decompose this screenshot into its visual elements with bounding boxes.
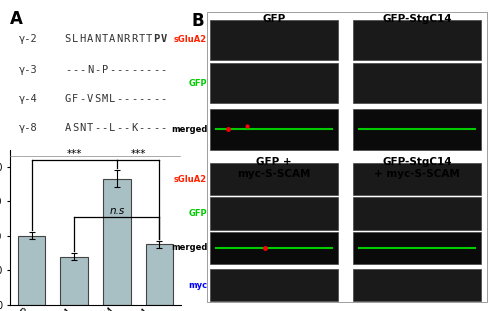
Text: H: H (80, 34, 86, 44)
Text: A: A (10, 10, 23, 28)
FancyBboxPatch shape (353, 269, 481, 301)
Text: -: - (153, 94, 160, 104)
Text: ***: *** (130, 149, 146, 160)
Text: L: L (109, 123, 115, 133)
Text: T: T (102, 34, 108, 44)
Text: -: - (102, 123, 108, 133)
FancyBboxPatch shape (210, 232, 338, 264)
Text: -: - (109, 65, 115, 75)
Text: -: - (160, 65, 166, 75)
Text: GFP +
myc-S-SCAM: GFP + myc-S-SCAM (238, 157, 310, 179)
Text: N: N (87, 65, 93, 75)
Text: A: A (109, 34, 115, 44)
FancyBboxPatch shape (353, 63, 481, 103)
Text: B: B (192, 12, 204, 30)
Text: -: - (131, 65, 137, 75)
Text: -: - (94, 65, 100, 75)
Text: -: - (153, 65, 160, 75)
FancyBboxPatch shape (210, 269, 338, 301)
Text: -: - (80, 65, 86, 75)
Text: -: - (124, 94, 130, 104)
Text: N: N (80, 123, 86, 133)
FancyBboxPatch shape (210, 63, 338, 103)
Bar (18, 236, 46, 305)
Text: A: A (64, 123, 71, 133)
Text: ***: *** (66, 149, 82, 160)
Text: -: - (160, 94, 166, 104)
Text: L: L (109, 94, 115, 104)
Text: N: N (94, 34, 100, 44)
Text: -: - (124, 123, 130, 133)
Text: n.s: n.s (109, 206, 124, 216)
Text: myc: myc (188, 281, 207, 290)
Text: γ-4: γ-4 (18, 94, 38, 104)
Text: -: - (116, 94, 122, 104)
Text: F: F (72, 94, 78, 104)
Text: GFP-StgC14: GFP-StgC14 (382, 14, 452, 24)
Text: M: M (102, 94, 108, 104)
Text: T: T (146, 34, 152, 44)
FancyBboxPatch shape (353, 109, 481, 150)
Text: -: - (146, 65, 152, 75)
FancyBboxPatch shape (353, 197, 481, 230)
Text: -: - (94, 123, 100, 133)
Text: -: - (124, 65, 130, 75)
Text: V: V (160, 34, 166, 44)
Bar (146, 244, 174, 305)
Text: γ-3: γ-3 (18, 65, 38, 75)
Text: L: L (72, 34, 78, 44)
Text: merged: merged (171, 125, 207, 134)
Text: sGluA2: sGluA2 (174, 174, 207, 183)
Text: -: - (146, 94, 152, 104)
Text: N: N (116, 34, 122, 44)
Text: -: - (146, 123, 152, 133)
Text: S: S (94, 94, 100, 104)
Text: GFP-StgC14
+ myc-S-SCAM: GFP-StgC14 + myc-S-SCAM (374, 157, 460, 179)
Text: R: R (131, 34, 137, 44)
Text: P: P (153, 34, 160, 44)
Text: -: - (138, 65, 144, 75)
FancyBboxPatch shape (353, 163, 481, 195)
Text: -: - (153, 123, 160, 133)
Text: -: - (160, 123, 166, 133)
Text: -: - (80, 94, 86, 104)
Text: -: - (64, 65, 71, 75)
Text: GFP: GFP (188, 79, 207, 88)
Text: -: - (116, 123, 122, 133)
Text: γ-2: γ-2 (18, 34, 38, 44)
Text: T: T (138, 34, 144, 44)
Text: T: T (87, 123, 93, 133)
Bar (60, 257, 88, 305)
Text: S: S (72, 123, 78, 133)
FancyBboxPatch shape (210, 163, 338, 195)
Text: P: P (102, 65, 108, 75)
Text: R: R (124, 34, 130, 44)
Text: A: A (87, 34, 93, 44)
Text: -: - (138, 123, 144, 133)
Text: -: - (138, 94, 144, 104)
Text: merged: merged (171, 243, 207, 252)
Text: -: - (131, 94, 137, 104)
Text: γ-8: γ-8 (18, 123, 38, 133)
Text: G: G (64, 94, 71, 104)
FancyBboxPatch shape (210, 20, 338, 60)
Text: S: S (64, 34, 71, 44)
Text: -: - (116, 65, 122, 75)
FancyBboxPatch shape (353, 232, 481, 264)
Text: K: K (131, 123, 137, 133)
FancyBboxPatch shape (210, 197, 338, 230)
Bar (103, 179, 130, 305)
Text: -: - (72, 65, 78, 75)
Text: GFP: GFP (262, 14, 285, 24)
Text: GFP: GFP (188, 209, 207, 218)
Text: sGluA2: sGluA2 (174, 35, 207, 44)
FancyBboxPatch shape (210, 109, 338, 150)
Text: V: V (87, 94, 93, 104)
FancyBboxPatch shape (353, 20, 481, 60)
